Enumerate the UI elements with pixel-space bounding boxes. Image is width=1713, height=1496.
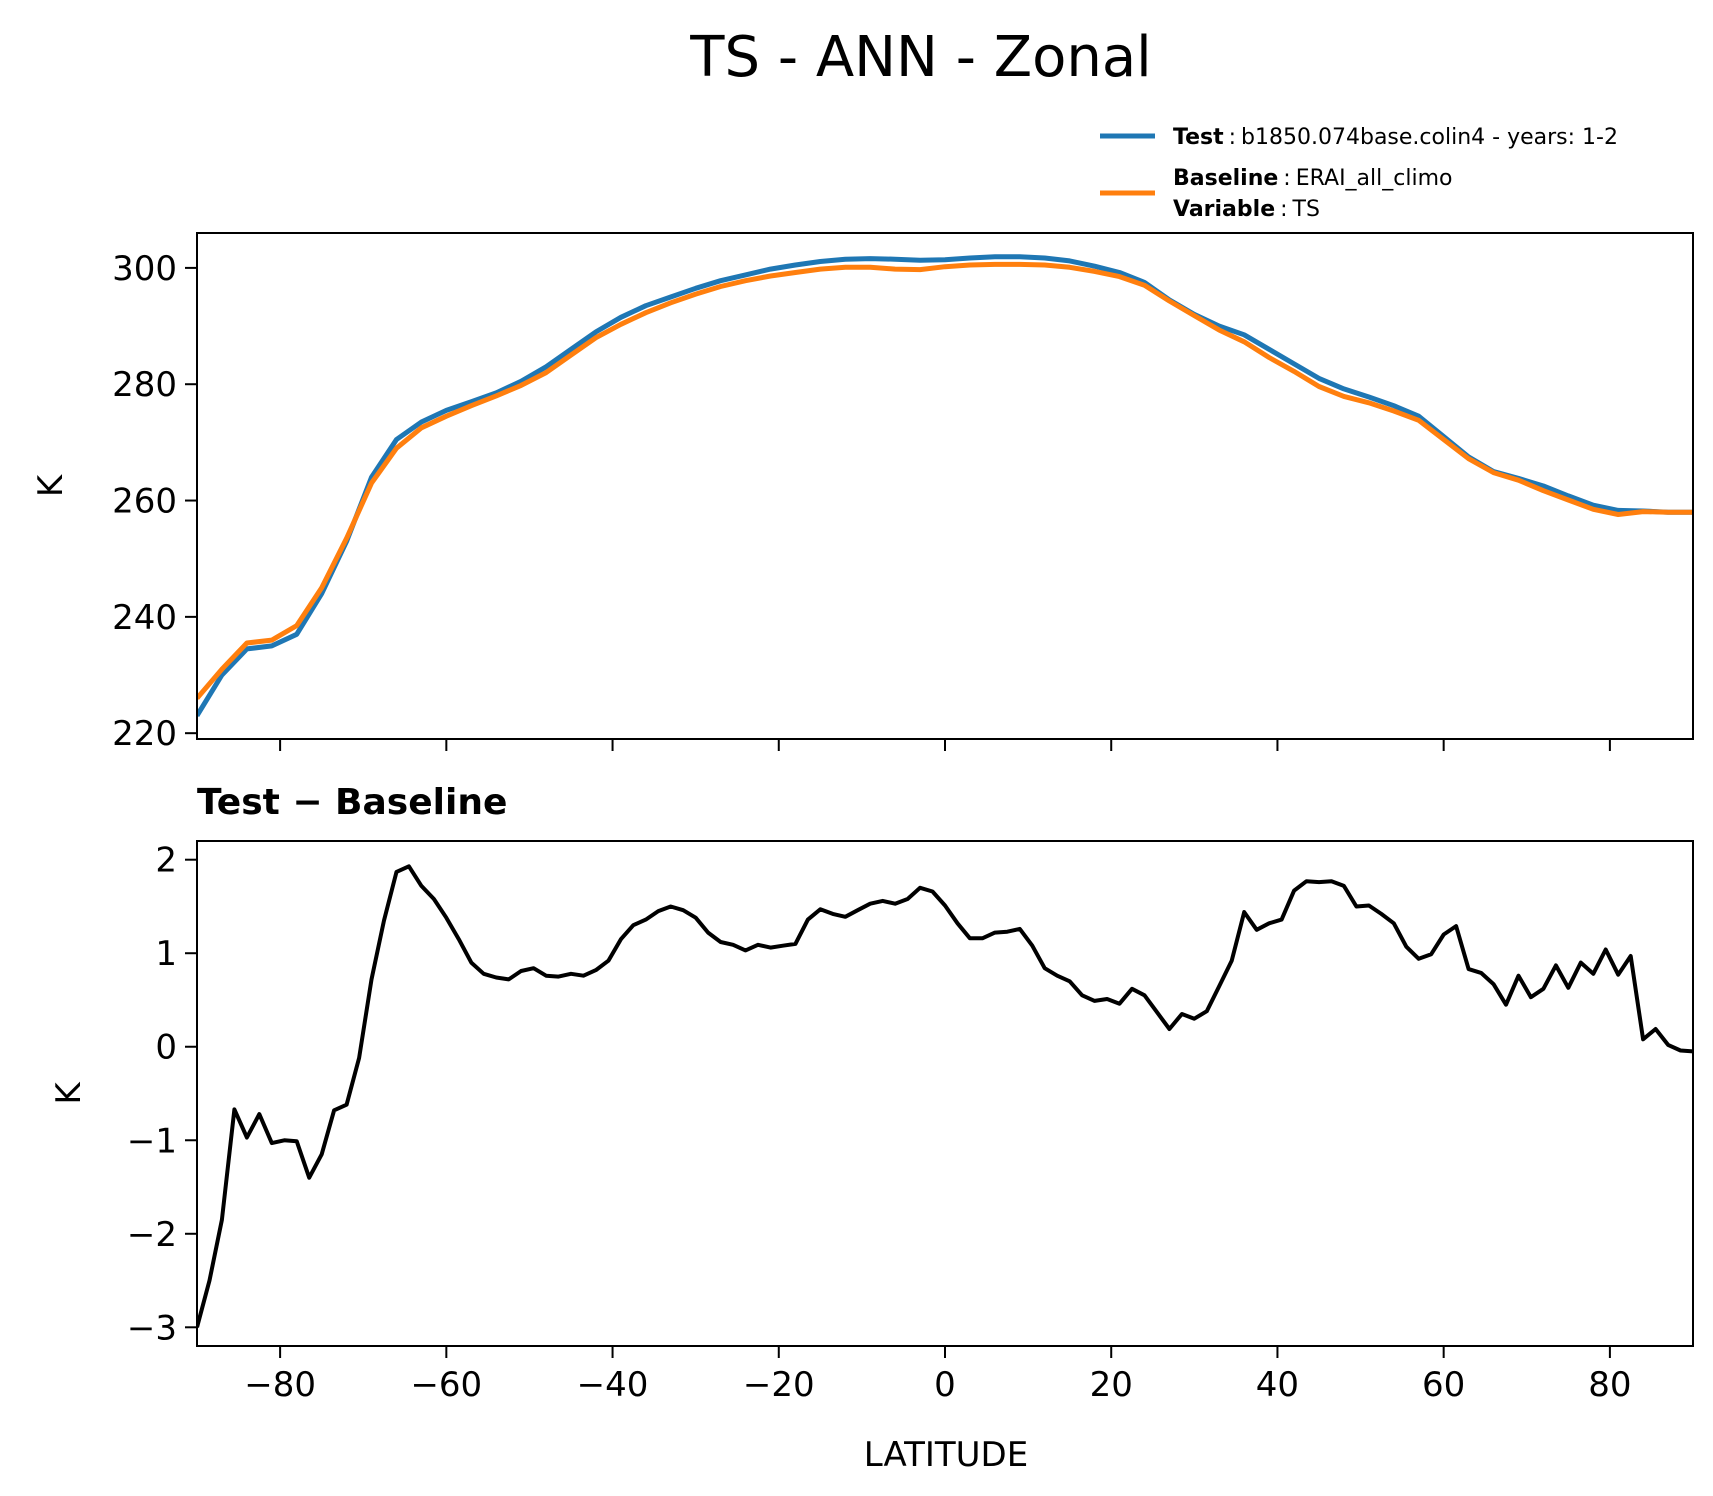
x-tick-label-1-3: −20 xyxy=(743,1365,815,1405)
series-line-1-0 xyxy=(197,864,1693,1328)
top-panel-zonal-ts: 220 240 260 280 300 xyxy=(112,232,1694,754)
x-tick-label-1-0: −80 xyxy=(244,1365,316,1405)
x-tick-label-1-8: 80 xyxy=(1588,1365,1631,1405)
legend-text-baseline: ERAI_all_climo xyxy=(1296,166,1453,191)
legend-key-test: Test xyxy=(1173,125,1224,150)
y-tick-label-0-0: 220 xyxy=(112,714,177,754)
x-tick-label-1-7: 60 xyxy=(1422,1365,1465,1405)
x-tick-label-1-6: 40 xyxy=(1256,1365,1299,1405)
x-tick-label-1-2: −40 xyxy=(577,1365,649,1405)
y-tick-label-0-3: 280 xyxy=(112,365,177,405)
legend-entry-test: Test: b1850.074base.colin4 - years: 1-2 xyxy=(1173,125,1618,150)
figure-title: TS - ANN - Zonal xyxy=(689,25,1151,90)
legend-sep-test: : xyxy=(1229,125,1236,150)
x-tick-label-1-4: 0 xyxy=(934,1365,956,1405)
legend-sep-baseline: : xyxy=(1283,166,1290,191)
x-tick-label-1-1: −60 xyxy=(410,1365,482,1405)
axes-frame-1 xyxy=(196,840,1694,1347)
legend-sep-variable: : xyxy=(1280,197,1287,222)
legend-key-baseline: Baseline xyxy=(1173,166,1278,191)
legend-key-variable: Variable xyxy=(1173,197,1275,222)
x-axis-label: LATITUDE xyxy=(864,1435,1028,1475)
series-line-0-0 xyxy=(197,254,1693,718)
y-tick-label-0-2: 260 xyxy=(112,482,177,522)
series-line-0-1 xyxy=(197,261,1693,700)
difference-panel-title: Test − Baseline xyxy=(197,782,507,823)
legend-entry-baseline: Baseline: ERAI_all_climo xyxy=(1173,166,1452,191)
y-tick-label-1-2: −1 xyxy=(127,1121,177,1161)
y-tick-label-0-1: 240 xyxy=(112,598,177,638)
y-tick-label-1-4: 1 xyxy=(155,934,177,974)
axes-frame-0 xyxy=(196,232,1694,740)
top-y-axis-label: K xyxy=(31,473,71,497)
y-tick-label-1-3: 0 xyxy=(155,1028,177,1068)
legend: Test: b1850.074base.colin4 - years: 1-2 B… xyxy=(1100,125,1618,222)
y-tick-label-1-5: 2 xyxy=(155,841,177,881)
bottom-y-axis-label: K xyxy=(49,1081,89,1105)
bottom-panel-difference: −80 −60 −40 −20 0 20 40 60 80 −3 −2 −1 0 1 2 xyxy=(127,840,1694,1405)
x-tick-label-1-5: 20 xyxy=(1090,1365,1133,1405)
y-tick-label-1-0: −3 xyxy=(127,1308,177,1348)
legend-entry-variable: Variable: TS xyxy=(1173,197,1320,222)
y-tick-label-1-1: −2 xyxy=(127,1215,177,1255)
legend-text-test: b1850.074base.colin4 - years: 1-2 xyxy=(1241,125,1618,150)
legend-text-variable: TS xyxy=(1292,197,1320,222)
y-tick-label-0-4: 300 xyxy=(112,249,177,289)
